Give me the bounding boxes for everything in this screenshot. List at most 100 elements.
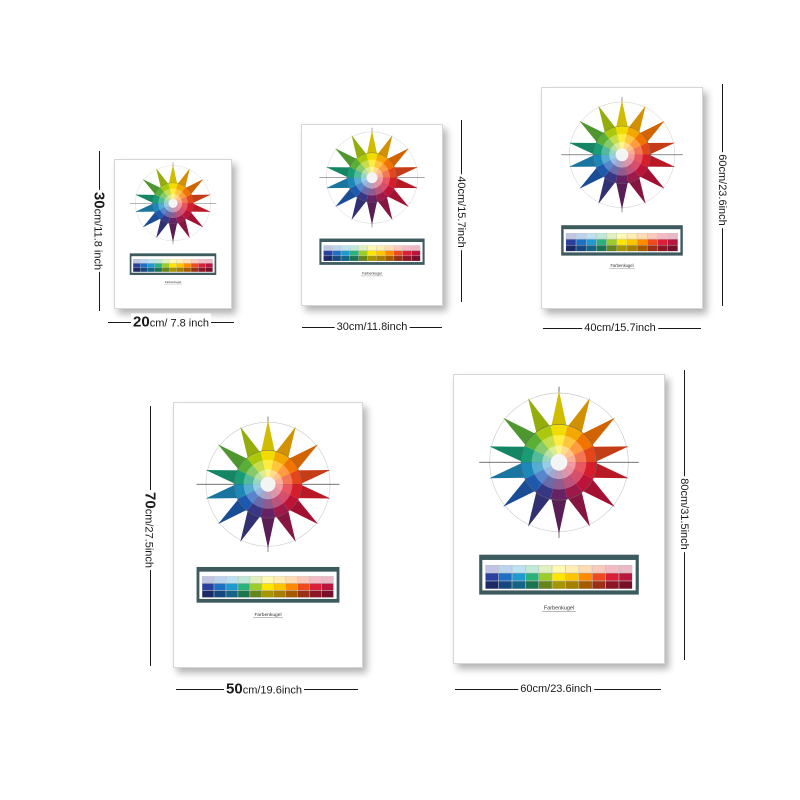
wheel-segment xyxy=(170,194,176,204)
star-spike xyxy=(335,148,358,168)
color-swatch xyxy=(552,565,566,573)
color-swatch xyxy=(616,233,627,240)
color-swatch xyxy=(140,263,148,268)
color-swatch xyxy=(169,258,177,264)
color-swatch xyxy=(512,565,526,573)
width-dimension-label: 30cm/11.8inch xyxy=(334,321,410,333)
color-swatch xyxy=(538,573,553,581)
star-spike xyxy=(260,420,276,454)
star-spike xyxy=(615,100,629,129)
color-swatch xyxy=(249,583,262,591)
color-swatch xyxy=(183,267,191,272)
star-spike xyxy=(503,477,537,507)
color-swatch xyxy=(237,583,250,591)
star-spike xyxy=(598,176,616,204)
color-swatch xyxy=(552,581,566,589)
poster-artwork: Farbenkugel xyxy=(319,127,425,277)
width-dimension-label: 40cm/15.7inch xyxy=(582,322,658,334)
star-spike xyxy=(287,444,318,471)
color-swatch xyxy=(385,245,394,251)
star-spike xyxy=(581,417,615,447)
color-swatch xyxy=(411,255,421,262)
star-spike xyxy=(638,120,665,143)
star-spike xyxy=(205,470,240,485)
star-spike xyxy=(628,176,646,204)
color-swatch xyxy=(349,245,359,251)
star-spike xyxy=(377,196,393,221)
color-swatch xyxy=(198,263,206,268)
star-spike xyxy=(296,484,331,499)
color-swatch xyxy=(402,245,412,251)
star-spike xyxy=(177,218,190,239)
color-swatch xyxy=(592,581,606,589)
color-swatch xyxy=(606,239,617,246)
color-swatch xyxy=(596,245,607,252)
color-swatch xyxy=(191,258,199,264)
color-swatch xyxy=(596,233,607,240)
color-swatch xyxy=(616,245,627,252)
star-spike xyxy=(581,477,615,507)
color-swatch xyxy=(619,565,633,573)
height-dimension-label: 60cm/23.6inch xyxy=(716,152,728,228)
color-swatch xyxy=(214,576,226,584)
star-spike xyxy=(156,218,169,239)
color-swatch xyxy=(323,250,333,256)
color-swatch xyxy=(525,565,539,573)
star-spike xyxy=(386,187,409,207)
color-swatch xyxy=(657,233,668,240)
color-swatch xyxy=(237,576,250,584)
color-swatch xyxy=(154,267,162,272)
poster-caption: Farbenkugel xyxy=(610,263,633,268)
star-spike xyxy=(190,194,211,204)
star-spike xyxy=(296,470,331,485)
star-spike xyxy=(579,166,606,189)
width-dimension-label: 50cm/19.6inch xyxy=(224,680,304,698)
color-swatch xyxy=(273,576,286,584)
star-spike xyxy=(528,490,552,527)
color-swatch xyxy=(147,267,155,272)
star-spike xyxy=(366,200,378,225)
color-swatch xyxy=(147,258,155,264)
color-swatch xyxy=(627,245,638,252)
color-swatch xyxy=(249,576,262,584)
color-swatch xyxy=(297,590,310,598)
star-spike xyxy=(528,397,552,435)
star-spike xyxy=(326,177,351,189)
star-spike xyxy=(628,105,646,134)
color-swatch xyxy=(309,590,322,598)
color-swatch xyxy=(147,263,155,268)
star-spike xyxy=(393,177,418,189)
color-swatch xyxy=(565,581,579,589)
color-swatch xyxy=(332,250,341,256)
color-swatch xyxy=(393,250,403,256)
poster-caption: Farbenkugel xyxy=(165,280,182,284)
color-swatch xyxy=(162,267,170,272)
color-swatch xyxy=(183,258,191,264)
color-swatch xyxy=(261,583,274,591)
color-swatch xyxy=(198,267,206,272)
color-swatch xyxy=(411,245,421,251)
color-swatch xyxy=(297,576,310,584)
star-spike xyxy=(335,187,358,207)
color-swatch xyxy=(205,258,213,264)
star-spike xyxy=(366,130,378,155)
star-spike xyxy=(377,135,393,160)
color-swatch xyxy=(321,576,334,584)
star-spike xyxy=(566,397,590,435)
star-spike xyxy=(190,203,211,212)
color-swatch xyxy=(367,255,377,262)
wheel-segment xyxy=(369,177,375,189)
color-swatch xyxy=(367,245,377,251)
color-swatch xyxy=(176,267,184,272)
star-spike xyxy=(386,148,409,168)
star-spike xyxy=(135,194,156,204)
star-spike xyxy=(591,446,629,463)
color-swatch xyxy=(627,233,638,240)
color-swatch xyxy=(273,590,286,598)
color-swatch xyxy=(576,239,587,246)
color-swatch xyxy=(376,250,386,256)
star-spike xyxy=(185,211,204,228)
color-swatch xyxy=(249,590,262,598)
color-swatch xyxy=(485,573,499,581)
star-spike xyxy=(551,390,567,428)
